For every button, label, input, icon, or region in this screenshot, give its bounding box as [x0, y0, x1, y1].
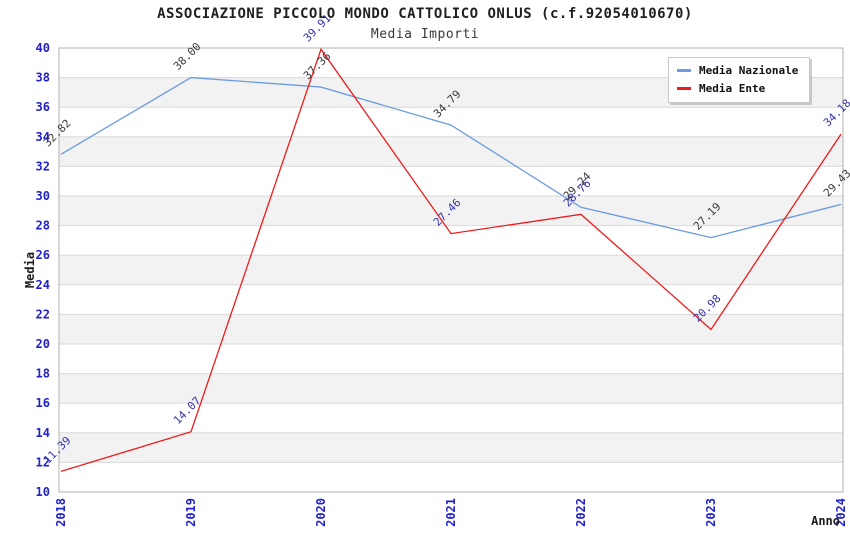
legend-swatch-blue-line	[677, 69, 691, 72]
y-tick-label: 32	[36, 159, 50, 173]
x-tick-label: 2020	[314, 498, 328, 527]
point-label-media-nazionale: 29.43	[821, 167, 850, 200]
y-tick-label: 36	[36, 100, 50, 114]
y-tick-label: 20	[36, 337, 50, 351]
series-line-media-ente	[60, 47, 842, 473]
plot-band	[59, 314, 843, 344]
x-tick-label: 2019	[184, 498, 198, 527]
y-tick-label: 40	[36, 41, 50, 55]
x-tick-label: 2018	[54, 498, 68, 527]
legend-label: Media Nazionale	[699, 64, 799, 77]
chart-title: ASSOCIAZIONE PICCOLO MONDO CATTOLICO ONL…	[157, 6, 693, 22]
x-tick-label: 2022	[574, 498, 588, 527]
y-tick-label: 16	[36, 396, 50, 410]
y-tick-label: 28	[36, 219, 50, 233]
x-tick-label: 2024	[834, 498, 848, 527]
y-tick-label: 12	[36, 455, 50, 469]
y-tick-label: 24	[36, 278, 50, 292]
y-tick-label: 30	[36, 189, 50, 203]
plot-band	[59, 432, 843, 463]
legend-item-media-ente: Media Ente	[677, 82, 801, 95]
plot-band	[59, 373, 843, 404]
plot-band	[59, 136, 843, 167]
y-tick-label: 34	[36, 130, 50, 144]
y-tick-label: 18	[36, 367, 50, 381]
legend-item-media-nazionale: Media Nazionale	[677, 64, 801, 77]
y-tick-label: 38	[36, 71, 50, 85]
plot-band	[59, 196, 843, 226]
point-label-media-nazionale: 38.00	[171, 40, 204, 73]
chart-subtitle: Media Importi	[370, 27, 480, 42]
x-axis-title: Anno	[811, 514, 840, 528]
plot-band	[59, 255, 843, 285]
legend: Media Nazionale Media Ente	[668, 57, 810, 103]
y-tick-label: 22	[36, 307, 50, 321]
y-axis-title: Media	[23, 251, 37, 289]
y-tick-label: 26	[36, 248, 50, 262]
y-tick-label: 10	[36, 485, 50, 499]
y-tick-label: 14	[36, 426, 50, 440]
point-label-media-ente: 39.91	[301, 12, 334, 45]
x-tick-label: 2023	[704, 498, 718, 527]
series-line-media-nazionale	[60, 76, 842, 239]
x-tick-label: 2021	[444, 498, 458, 527]
legend-label: Media Ente	[699, 82, 766, 95]
plot-border	[58, 47, 844, 493]
legend-swatch-red-line	[677, 87, 691, 90]
